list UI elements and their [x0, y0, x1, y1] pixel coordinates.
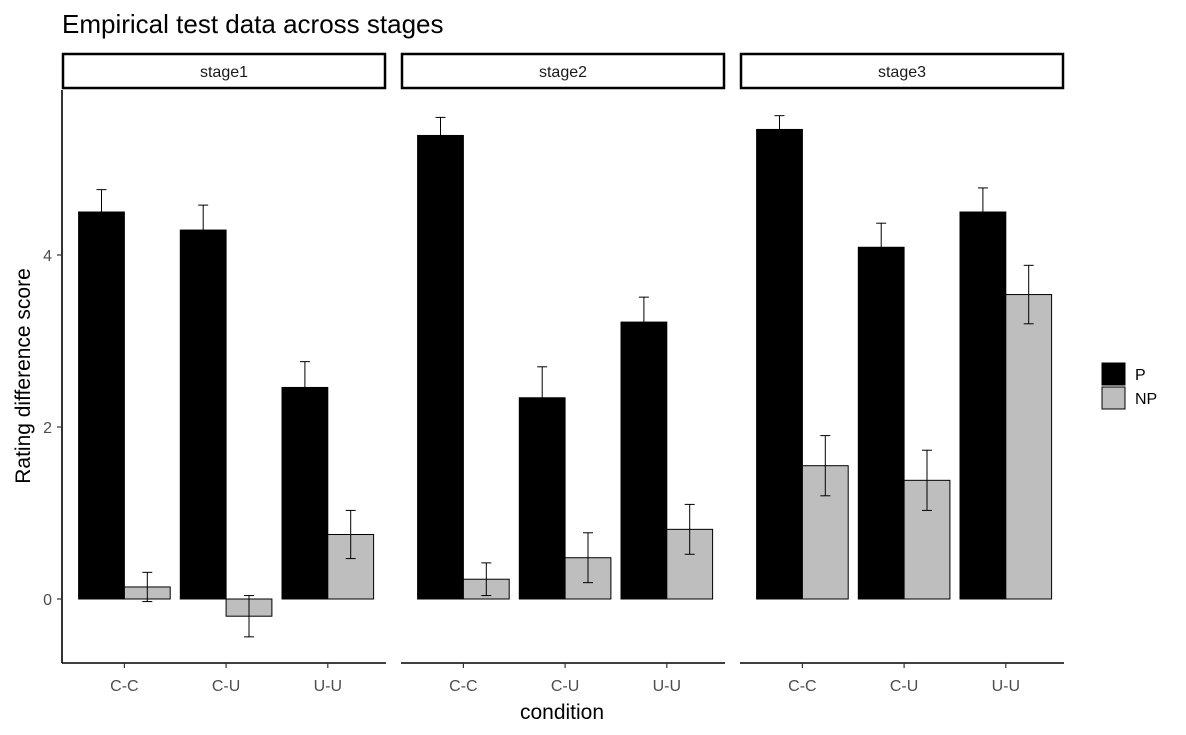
error-bar [244, 595, 254, 638]
strip-label: stage2 [539, 64, 587, 81]
error-bar [977, 187, 988, 237]
legend-item-np: NP [1101, 386, 1157, 410]
error-bar [96, 189, 107, 235]
error-bar [142, 571, 153, 603]
x-tick-label: U-U [314, 678, 342, 695]
x-tick-label: C-C [110, 678, 138, 695]
error-bar [638, 296, 649, 348]
error-bar [820, 435, 831, 497]
error-bar [684, 503, 695, 555]
legend-swatch [1101, 362, 1126, 386]
x-tick-label: U-U [992, 678, 1020, 695]
x-axis-title: condition [520, 701, 604, 724]
x-tick-label: C-C [788, 678, 816, 695]
bar-p-stage2-c-c [417, 134, 464, 600]
panel-stage1: stage1 0 2 4 C-C C-U U-U [43, 52, 387, 695]
x-tick-label: C-U [551, 678, 579, 695]
bar-p-stage2-c-u [518, 397, 566, 600]
x-tick-label: C-U [212, 678, 240, 695]
error-bar [922, 449, 932, 511]
error-bar [198, 204, 209, 256]
bar-p-stage1-c-c [78, 211, 125, 600]
strip-label: stage1 [200, 64, 248, 81]
strip-box [739, 52, 1065, 90]
legend-item-p: P [1101, 362, 1146, 386]
error-bar [583, 532, 593, 584]
bar-p-stage1-u-u [281, 386, 329, 600]
bar-p-stage2-u-u [620, 321, 668, 600]
legend-label: P [1135, 367, 1146, 384]
x-tick-label: U-U [653, 678, 681, 695]
error-bar [481, 562, 492, 597]
error-bar [299, 361, 310, 414]
bar-p-stage3-c-u [857, 246, 905, 600]
y-tick-label: 2 [43, 420, 52, 437]
y-tick-label: 0 [43, 592, 52, 609]
x-tick-label: C-U [890, 678, 918, 695]
legend: P NP [1101, 362, 1157, 410]
y-axis-title: Rating difference score [12, 268, 35, 484]
y-tick-label: 4 [43, 248, 52, 265]
bar-p-stage1-c-u [179, 229, 227, 600]
x-tick-label: C-C [449, 678, 477, 695]
error-bar [435, 116, 446, 155]
chart-title: Empirical test data across stages [62, 9, 444, 39]
bar-np-stage3-u-u [1005, 294, 1053, 600]
strip-label: stage3 [878, 64, 926, 81]
panel-stage2: stage2 C-C C-U U-U [400, 52, 726, 695]
error-bar [1023, 264, 1034, 325]
error-bar [774, 115, 785, 144]
bar-p-stage3-u-u [959, 211, 1007, 600]
error-bar [345, 509, 356, 560]
legend-swatch [1101, 386, 1126, 410]
strip-box [400, 52, 726, 90]
legend-label: NP [1135, 391, 1157, 408]
strip-box [61, 52, 387, 90]
bar-p-stage3-c-c [756, 128, 803, 600]
panel-stage3: stage3 C-C C-U U-U [739, 52, 1065, 695]
error-bar [537, 366, 548, 430]
panels: stage1 0 2 4 C-C C-U U-U stage2 C-C C-U U-U stage3 C… [43, 52, 1065, 695]
error-bar [876, 222, 887, 272]
